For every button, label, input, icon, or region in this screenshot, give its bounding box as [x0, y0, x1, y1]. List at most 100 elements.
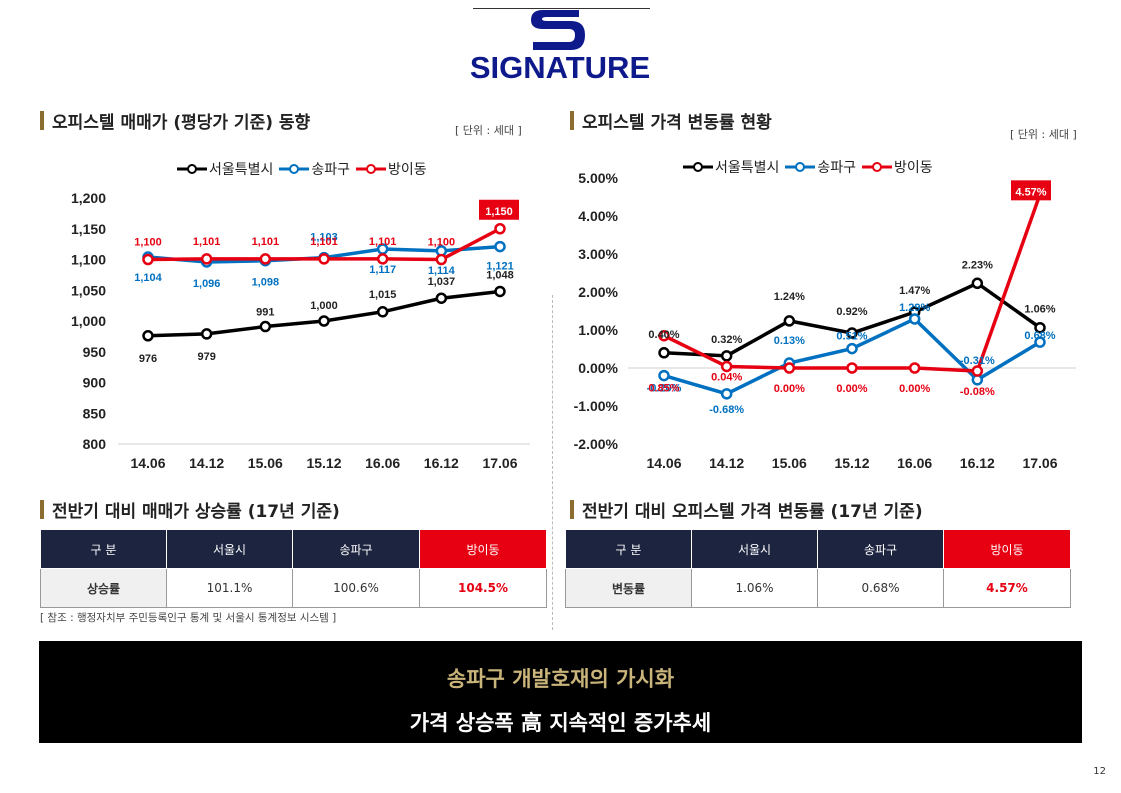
y-tick-label: 2.00% [578, 284, 618, 300]
header-seoul: 서울시 [166, 529, 293, 569]
y-tick-label: 950 [83, 344, 107, 360]
data-label-songpa: 1,098 [252, 277, 280, 289]
data-label-bangi: 0.00% [899, 383, 930, 395]
x-tick-label: 17.06 [482, 455, 517, 471]
data-label-bangi: 1,101 [310, 236, 338, 248]
data-point-seoul [658, 347, 670, 359]
x-tick-label: 16.12 [424, 455, 459, 471]
data-point-seoul [1034, 321, 1046, 334]
left-chart-unit: [ 단위 : 세대 ] [455, 124, 522, 137]
data-label-songpa: -0.20% [647, 383, 682, 395]
legend-item-bangi: 방이동 [356, 159, 427, 179]
row-label: 변동률 [565, 568, 692, 608]
data-point-bangi [908, 362, 921, 374]
title-accent-bar [570, 500, 574, 519]
data-point-bangi [720, 360, 733, 373]
data-point-seoul [846, 327, 858, 339]
data-label-bangi: 1,100 [134, 237, 162, 249]
legend-line-marker [177, 164, 207, 174]
header-bangi: 방이동 [419, 529, 547, 569]
right-chart-title-text: 오피스텔 가격 변동률 현황 [582, 113, 772, 133]
data-label-seoul: 976 [139, 353, 157, 365]
x-tick-label: 15.06 [772, 455, 807, 471]
data-label-seoul: 1.06% [1024, 304, 1055, 316]
highlight-label-box [1011, 180, 1051, 201]
y-tick-label: 4.00% [578, 208, 618, 224]
y-tick-label: 1.00% [578, 322, 618, 338]
legend-line-marker [279, 164, 310, 174]
title-accent-bar [570, 111, 574, 130]
data-label-songpa: 0.51% [836, 331, 867, 343]
data-point-bangi [435, 253, 448, 266]
change-rate-table: 구 분 서울시 송파구 방이동 변동률 1.06% 0.68% 4.57% [565, 529, 1071, 608]
data-label-songpa: 1.29% [899, 302, 930, 314]
data-point-bangi [200, 253, 213, 265]
y-tick-label: 1,100 [71, 252, 106, 268]
x-tick-label: 14.06 [646, 455, 681, 471]
data-point-songpa [658, 369, 670, 382]
data-label-bangi: 0.04% [711, 371, 742, 383]
right-chart-legend: 서울특별시 송파구 방이동 [683, 157, 939, 177]
data-point-bangi [658, 329, 670, 342]
legend-item-seoul: 서울특별시 [683, 157, 779, 177]
data-label-bangi: 1,101 [193, 236, 221, 248]
cell-seoul: 101.1% [166, 568, 293, 608]
title-accent-bar [40, 111, 44, 130]
data-point-seoul [720, 350, 733, 362]
header-seoul: 서울시 [691, 529, 818, 569]
data-label-seoul: 1.47% [899, 285, 930, 297]
summary-banner: 송파구 개발호재의 가시화 가격 상승폭 高 지속적인 증가추세 [39, 641, 1082, 743]
data-label-seoul: 1,015 [369, 289, 397, 301]
header-bangi: 방이동 [943, 529, 1071, 569]
x-tick-label: 14.12 [709, 455, 744, 471]
right-table-title-text: 전반기 대비 오피스텔 가격 변동률 (17년 기준) [582, 502, 923, 522]
legend-label: 송파구 [817, 160, 857, 176]
x-tick-label: 16.06 [365, 455, 400, 471]
left-table-title: 전반기 대비 매매가 상승률 (17년 기준) [40, 497, 340, 522]
left-chart-legend: 서울특별시 송파구 방이동 [177, 159, 433, 179]
row-label: 상승률 [40, 568, 167, 608]
left-chart-title-text: 오피스텔 매매가 (평당가 기준) 동향 [52, 113, 311, 133]
right-chart-unit: [ 단위 : 세대 ] [1010, 128, 1077, 141]
data-label-seoul: 2.23% [962, 259, 993, 271]
y-tick-label: 3.00% [578, 246, 618, 262]
y-tick-label: 1,050 [71, 282, 106, 298]
x-tick-label: 15.12 [834, 455, 869, 471]
data-point-seoul [376, 306, 389, 318]
data-label-songpa: 0.13% [774, 335, 805, 347]
table-row: 상승률 101.1% 100.6% 104.5% [40, 568, 547, 608]
data-label-songpa: 0.68% [1024, 330, 1055, 342]
x-tick-label: 16.12 [960, 455, 995, 471]
cell-bangi: 4.57% [943, 568, 1071, 608]
data-point-songpa [846, 342, 858, 355]
data-point-seoul [435, 292, 448, 304]
data-point-seoul [142, 330, 154, 342]
logo-top-rule [473, 8, 650, 9]
y-tick-label: -1.00% [574, 398, 619, 414]
data-label-songpa: 1,103 [310, 232, 338, 244]
table-header-row: 구 분 서울시 송파구 방이동 [565, 529, 1071, 569]
price-trend-chart: 800 850 900 950 1,000 1,050 1,100 1,150 1,200 14.… [71, 190, 530, 471]
data-label-bangi: 1,150 [485, 206, 513, 218]
banner-headline: 송파구 개발호재의 가시화 [446, 667, 675, 691]
data-point-songpa [494, 240, 506, 253]
data-label-bangi: 1,100 [428, 237, 456, 249]
header-songpa: 송파구 [292, 529, 420, 569]
data-label-bangi: -0.08% [960, 386, 995, 398]
legend-line-marker [862, 162, 893, 172]
data-label-seoul: 1.24% [774, 291, 805, 303]
data-label-seoul: 979 [197, 351, 215, 363]
data-point-seoul [783, 315, 796, 327]
data-label-songpa: -0.31% [960, 355, 995, 367]
data-label-songpa: 1,096 [193, 278, 221, 290]
data-point-songpa [720, 388, 733, 400]
logo-wordmark: SIGNATURE [469, 50, 651, 85]
x-tick-label: 16.06 [897, 455, 932, 471]
logo-s-mark [531, 10, 585, 50]
x-tick-label: 14.06 [130, 455, 165, 471]
data-point-bangi [971, 365, 984, 377]
x-tick-label: 15.06 [248, 455, 283, 471]
data-label-songpa: 1,121 [486, 261, 514, 273]
y-tick-label: 850 [83, 405, 107, 421]
banner-subline: 가격 상승폭 高 지속적인 증가추세 [409, 711, 712, 735]
